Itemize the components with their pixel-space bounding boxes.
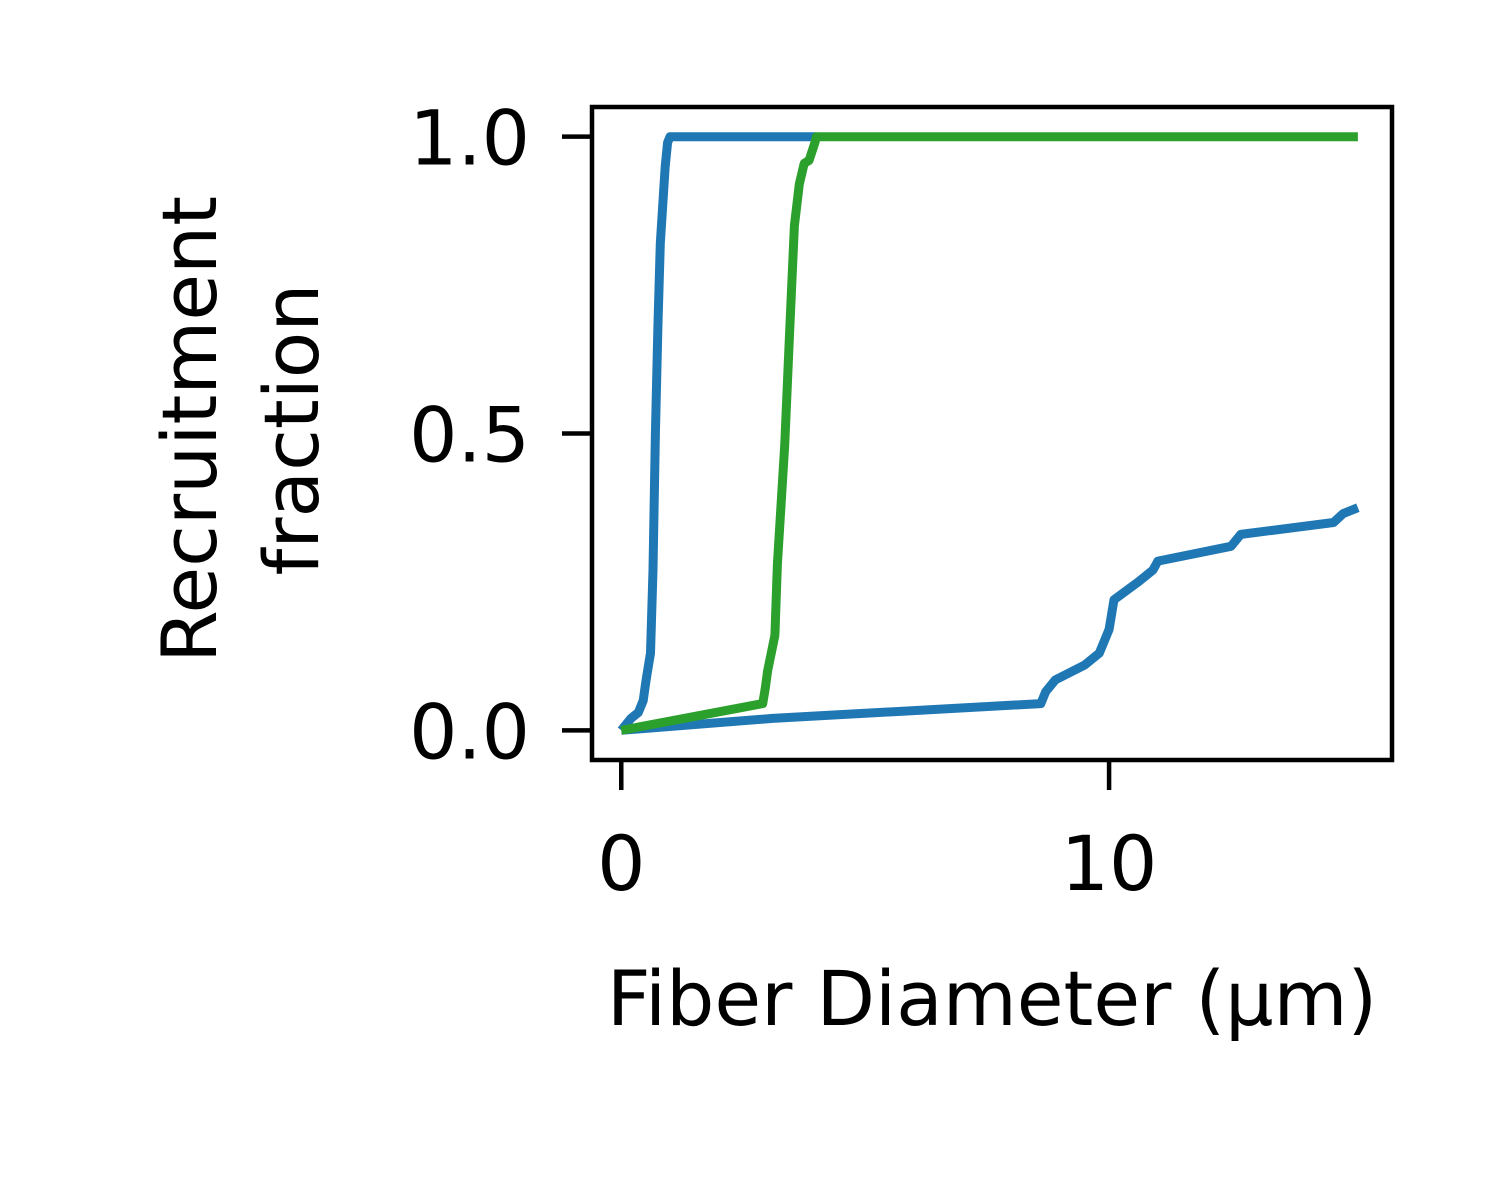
x-tick-label-0: 0 — [597, 819, 645, 908]
x-axis-title: Fiber Diameter (μm) — [607, 954, 1377, 1043]
y-axis-title-line-1: Recruitment — [145, 196, 234, 663]
plot-frame — [589, 104, 1395, 763]
x-tick-label-1: 10 — [1061, 819, 1158, 908]
series-line-0 — [617, 132, 817, 734]
series-line-2 — [620, 132, 1358, 735]
y-tick-label-2: 1.0 — [409, 94, 530, 183]
series-line-1 — [620, 503, 1360, 735]
y-tick-label-0: 0.0 — [409, 687, 530, 776]
y-axis-title-line-2: fraction — [247, 284, 336, 576]
y-tick-label-1: 0.5 — [409, 391, 530, 480]
